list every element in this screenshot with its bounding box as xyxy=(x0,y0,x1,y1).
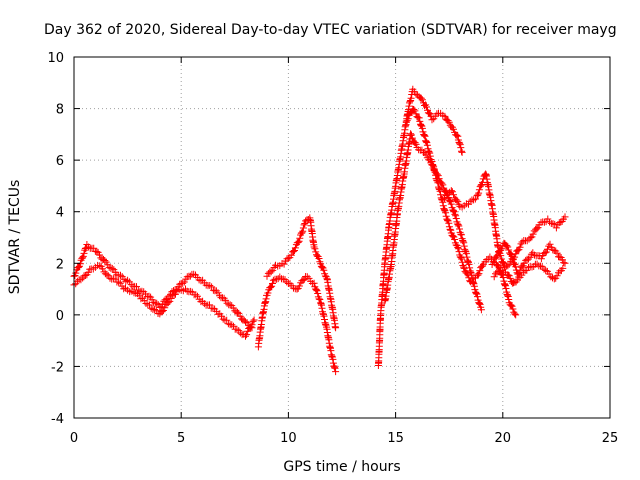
y-tick-label: 10 xyxy=(47,51,64,66)
series-track-6 xyxy=(381,130,485,314)
y-tick-label: -4 xyxy=(51,412,64,427)
x-tick-label: 0 xyxy=(70,431,78,446)
plus-markers xyxy=(381,130,485,314)
x-tick-label: 25 xyxy=(602,431,619,446)
series-track-4 xyxy=(263,214,340,332)
plus-markers xyxy=(402,105,520,319)
grid-lines xyxy=(74,57,610,418)
plus-markers xyxy=(263,214,340,332)
plus-markers xyxy=(70,241,256,332)
y-tick-label: 2 xyxy=(56,257,64,272)
plus-markers xyxy=(490,260,567,287)
chart-title: Day 362 of 2020, Sidereal Day-to-day VTE… xyxy=(44,22,617,38)
y-axis-label: SDTVAR / TECUs xyxy=(7,180,23,295)
series-track-10 xyxy=(490,260,567,287)
y-tick-label: -2 xyxy=(51,360,64,375)
series-track-1 xyxy=(70,241,256,332)
series-track-7 xyxy=(402,105,520,319)
y-tick-label: 0 xyxy=(56,309,64,324)
y-tick-label: 8 xyxy=(56,103,64,118)
plus-markers xyxy=(254,273,340,376)
plus-markers xyxy=(488,239,569,278)
plus-markers xyxy=(439,170,569,271)
x-tick-label: 5 xyxy=(177,431,185,446)
plot-frame xyxy=(73,56,611,419)
data-markers xyxy=(70,85,569,376)
y-tick-label: 4 xyxy=(56,206,64,221)
x-tick-label: 10 xyxy=(280,431,297,446)
axis-ticks: 0 5 10 15 20 25 -4 -2 0 2 4 6 8 10 xyxy=(47,51,618,446)
x-tick-label: 15 xyxy=(387,431,404,446)
series-track-8 xyxy=(439,170,569,271)
y-tick-label: 6 xyxy=(56,154,64,169)
x-tick-label: 20 xyxy=(495,431,512,446)
series-track-3 xyxy=(254,273,340,376)
series-track-9 xyxy=(488,239,569,278)
x-axis-label: GPS time / hours xyxy=(283,459,400,475)
